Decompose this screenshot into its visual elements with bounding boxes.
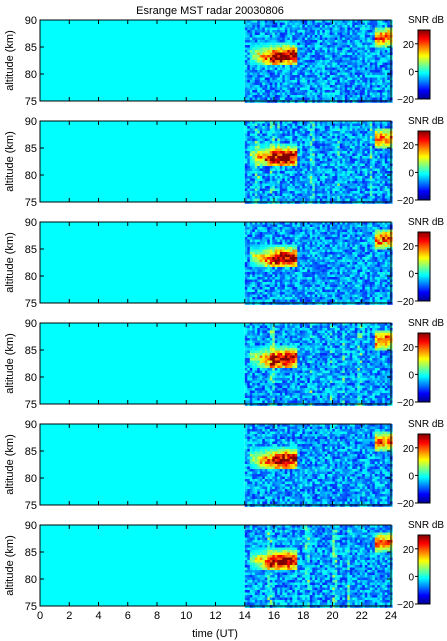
x-tick-label: 2: [66, 610, 72, 622]
y-axis-label: altitude (km): [4, 232, 16, 293]
x-axis-label: time (UT): [192, 628, 238, 640]
colorbar: [417, 433, 431, 504]
colorbar-tick-label: 20: [403, 343, 415, 354]
y-axis-label: altitude (km): [4, 535, 16, 596]
colorbar: [417, 231, 431, 302]
no-data-region: [40, 323, 245, 404]
colorbar-label: SNR dB: [408, 217, 444, 228]
y-tick-label: 90: [25, 318, 37, 330]
colorbar: [417, 130, 431, 201]
y-tick-label: 90: [25, 116, 37, 128]
y-axis-label: altitude (km): [4, 30, 16, 91]
snr-field: [244, 222, 393, 305]
y-tick-label: 75: [25, 500, 37, 512]
colorbar-tick-label: −20: [397, 297, 414, 308]
snr-field: [244, 323, 393, 406]
colorbar-tick-label: 20: [403, 545, 415, 556]
colorbar-tick-label: 20: [403, 141, 415, 152]
y-tick-label: 85: [25, 244, 37, 256]
snr-field: [244, 121, 393, 204]
x-tick-label: 0: [37, 610, 43, 622]
colorbar: [417, 332, 431, 403]
y-tick-label: 80: [25, 69, 37, 81]
colorbar-tick-label: 0: [408, 269, 414, 280]
colorbar-tick-label: −20: [397, 600, 414, 611]
y-tick-label: 75: [25, 298, 37, 310]
colorbar: [417, 29, 431, 100]
panel: 75 80 85 90 altitude (km) SNR dB 20 0 −20: [4, 15, 444, 108]
colorbar-label: SNR dB: [408, 318, 444, 329]
no-data-region: [40, 525, 245, 606]
x-tick-label: 6: [125, 610, 131, 622]
y-tick-label: 80: [25, 574, 37, 586]
y-tick-label: 85: [25, 446, 37, 458]
y-tick-label: 90: [25, 419, 37, 431]
colorbar-tick-label: 20: [403, 242, 415, 253]
colorbar-tick-label: −20: [397, 95, 414, 106]
colorbar-tick-label: 20: [403, 444, 415, 455]
colorbar-tick-label: −20: [397, 499, 414, 510]
y-tick-label: 85: [25, 42, 37, 54]
colorbar: [417, 534, 431, 605]
no-data-region: [40, 121, 245, 202]
colorbar-label: SNR dB: [408, 116, 444, 127]
no-data-region: [40, 424, 245, 505]
y-tick-label: 80: [25, 473, 37, 485]
y-tick-label: 75: [25, 197, 37, 209]
y-tick-label: 85: [25, 345, 37, 357]
colorbar-tick-label: 0: [408, 67, 414, 78]
y-tick-label: 75: [25, 399, 37, 411]
y-tick-label: 90: [25, 15, 37, 27]
y-tick-label: 85: [25, 547, 37, 559]
x-tick-label: 22: [356, 610, 368, 622]
x-tick-label: 18: [297, 610, 309, 622]
panel: 75 80 85 90 altitude (km) SNR dB 20 0 −20: [4, 217, 444, 310]
colorbar-label: SNR dB: [408, 419, 444, 430]
colorbar-tick-label: 0: [408, 370, 414, 381]
colorbar-label: SNR dB: [408, 520, 444, 531]
no-data-region: [40, 222, 245, 303]
no-data-region: [40, 20, 245, 101]
y-tick-label: 80: [25, 271, 37, 283]
colorbar-tick-label: 0: [408, 572, 414, 583]
y-tick-label: 80: [25, 170, 37, 182]
x-tick-label: 10: [180, 610, 192, 622]
snr-field: [244, 424, 393, 507]
y-axis-label: altitude (km): [4, 333, 16, 394]
x-tick-label: 24: [385, 610, 397, 622]
chart-title: Esrange MST radar 20030806: [136, 5, 284, 17]
y-axis-label: altitude (km): [4, 434, 16, 495]
snr-field: [244, 525, 393, 608]
panel: 75 80 85 90 altitude (km) SNR dB 20 0 −20: [4, 318, 444, 411]
colorbar-tick-label: 0: [408, 471, 414, 482]
snr-field: [244, 20, 393, 103]
colorbar-tick-label: −20: [397, 196, 414, 207]
panel: 75 80 85 90 altitude (km) SNR dB 20 0 −20: [4, 419, 444, 512]
y-tick-label: 85: [25, 143, 37, 155]
y-tick-label: 75: [25, 96, 37, 108]
colorbar-tick-label: 20: [403, 40, 415, 51]
colorbar-label: SNR dB: [408, 15, 444, 26]
colorbar-tick-label: −20: [397, 398, 414, 409]
x-tick-label: 20: [326, 610, 338, 622]
x-tick-label: 8: [154, 610, 160, 622]
x-tick-label: 14: [239, 610, 251, 622]
x-tick-label: 16: [268, 610, 280, 622]
y-axis-label: altitude (km): [4, 131, 16, 192]
panel: 75 80 85 90 altitude (km) SNR dB 20 0 −20: [4, 116, 444, 209]
colorbar-tick-label: 0: [408, 168, 414, 179]
y-tick-label: 90: [25, 520, 37, 532]
y-tick-label: 75: [25, 601, 37, 613]
y-tick-label: 80: [25, 372, 37, 384]
x-tick-label: 4: [95, 610, 101, 622]
x-tick-label: 12: [209, 610, 221, 622]
y-tick-label: 90: [25, 217, 37, 229]
